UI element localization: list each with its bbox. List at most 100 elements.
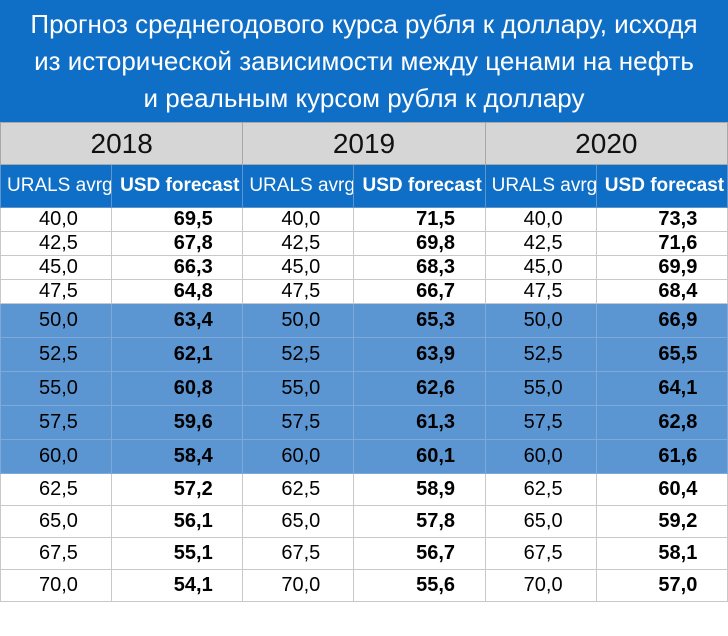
cell-usd-forecast: 58,4	[111, 439, 244, 474]
cell-urals: 55,0	[0, 371, 113, 406]
table-row: 52,5 62,1 52,5 63,9 52,5 65,5	[0, 337, 728, 372]
table-row: 65,0 56,1 65,0 57,8 65,0 59,2	[0, 505, 728, 538]
cell-urals: 55,0	[242, 371, 355, 406]
year-2020: 2020	[484, 122, 728, 165]
cell-usd-forecast: 55,6	[353, 569, 486, 602]
cell-urals: 62,5	[484, 473, 597, 506]
table-row: 42,5 67,8 42,5 69,8 42,5 71,6	[0, 231, 728, 256]
column-header-urals: URALS avrg	[484, 164, 597, 208]
table-row: 45,0 66,3 45,0 68,3 45,0 69,9	[0, 255, 728, 280]
cell-usd-forecast: 69,9	[595, 255, 728, 280]
cell-urals: 47,5	[242, 279, 355, 304]
cell-usd-forecast: 59,6	[111, 405, 244, 440]
cell-usd-forecast: 54,1	[111, 569, 244, 602]
cell-usd-forecast: 65,3	[353, 303, 486, 338]
cell-urals: 40,0	[0, 207, 113, 232]
cell-usd-forecast: 57,8	[353, 505, 486, 538]
cell-urals: 40,0	[484, 207, 597, 232]
cell-usd-forecast: 71,6	[595, 231, 728, 256]
cell-urals: 45,0	[484, 255, 597, 280]
cell-urals: 60,0	[0, 439, 113, 474]
cell-usd-forecast: 65,5	[595, 337, 728, 372]
page-title: Прогноз среднегодового курса рубля к дол…	[0, 0, 728, 122]
title-line-2: из исторической зависимости между ценами…	[34, 46, 694, 76]
cell-usd-forecast: 73,3	[595, 207, 728, 232]
cell-urals: 70,0	[484, 569, 597, 602]
cell-urals: 57,5	[0, 405, 113, 440]
cell-urals: 65,0	[0, 505, 113, 538]
year-2018: 2018	[0, 122, 244, 165]
cell-usd-forecast: 60,4	[595, 473, 728, 506]
cell-usd-forecast: 68,3	[353, 255, 486, 280]
cell-usd-forecast: 67,8	[111, 231, 244, 256]
forecast-table: 2018 2019 2020 URALS avrg USD forecast U…	[0, 122, 728, 602]
cell-urals: 67,5	[0, 537, 113, 570]
cell-urals: 60,0	[484, 439, 597, 474]
cell-urals: 42,5	[242, 231, 355, 256]
column-header-urals: URALS avrg	[0, 164, 113, 208]
cell-usd-forecast: 56,1	[111, 505, 244, 538]
table-row: 67,5 55,1 67,5 56,7 67,5 58,1	[0, 537, 728, 570]
cell-usd-forecast: 55,1	[111, 537, 244, 570]
year-header-row: 2018 2019 2020	[0, 122, 728, 165]
cell-urals: 62,5	[242, 473, 355, 506]
cell-usd-forecast: 66,7	[353, 279, 486, 304]
cell-usd-forecast: 57,2	[111, 473, 244, 506]
cell-usd-forecast: 57,0	[595, 569, 728, 602]
cell-usd-forecast: 71,5	[353, 207, 486, 232]
cell-usd-forecast: 64,1	[595, 371, 728, 406]
cell-usd-forecast: 56,7	[353, 537, 486, 570]
cell-urals: 45,0	[242, 255, 355, 280]
column-header-usd: USD forecast	[111, 164, 244, 208]
cell-urals: 57,5	[484, 405, 597, 440]
cell-urals: 65,0	[484, 505, 597, 538]
cell-urals: 42,5	[0, 231, 113, 256]
cell-usd-forecast: 60,8	[111, 371, 244, 406]
cell-urals: 50,0	[484, 303, 597, 338]
cell-usd-forecast: 62,8	[595, 405, 728, 440]
cell-urals: 67,5	[484, 537, 597, 570]
table-row: 60,0 58,4 60,0 60,1 60,0 61,6	[0, 439, 728, 474]
cell-urals: 62,5	[0, 473, 113, 506]
cell-usd-forecast: 58,9	[353, 473, 486, 506]
cell-usd-forecast: 62,1	[111, 337, 244, 372]
cell-urals: 40,0	[242, 207, 355, 232]
cell-usd-forecast: 61,3	[353, 405, 486, 440]
table-row: 40,0 69,5 40,0 71,5 40,0 73,3	[0, 207, 728, 232]
cell-usd-forecast: 61,6	[595, 439, 728, 474]
cell-usd-forecast: 59,2	[595, 505, 728, 538]
table-row: 50,0 63,4 50,0 65,3 50,0 66,9	[0, 303, 728, 338]
cell-urals: 70,0	[242, 569, 355, 602]
table-row: 70,0 54,1 70,0 55,6 70,0 57,0	[0, 569, 728, 602]
table-body: 40,0 69,5 40,0 71,5 40,0 73,3 42,5 67,8 42,5 69,8…	[0, 207, 728, 602]
table-row: 55,0 60,8 55,0 62,6 55,0 64,1	[0, 371, 728, 406]
cell-urals: 42,5	[484, 231, 597, 256]
table-row: 47,5 64,8 47,5 66,7 47,5 68,4	[0, 279, 728, 304]
column-header-usd: USD forecast	[595, 164, 728, 208]
cell-usd-forecast: 63,4	[111, 303, 244, 338]
cell-usd-forecast: 58,1	[595, 537, 728, 570]
title-line-3: и реальным курсом рубля к доллару	[143, 83, 585, 113]
cell-usd-forecast: 64,8	[111, 279, 244, 304]
cell-usd-forecast: 69,8	[353, 231, 486, 256]
column-header-row: URALS avrg USD forecast URALS avrg USD f…	[0, 164, 728, 208]
cell-urals: 52,5	[0, 337, 113, 372]
cell-urals: 45,0	[0, 255, 113, 280]
cell-urals: 52,5	[242, 337, 355, 372]
cell-urals: 67,5	[242, 537, 355, 570]
cell-usd-forecast: 60,1	[353, 439, 486, 474]
year-2019: 2019	[242, 122, 486, 165]
cell-urals: 70,0	[0, 569, 113, 602]
title-line-1: Прогноз среднегодового курса рубля к дол…	[30, 9, 698, 39]
cell-usd-forecast: 66,3	[111, 255, 244, 280]
cell-urals: 60,0	[242, 439, 355, 474]
cell-usd-forecast: 63,9	[353, 337, 486, 372]
table-row: 62,5 57,2 62,5 58,9 62,5 60,4	[0, 473, 728, 506]
cell-urals: 50,0	[0, 303, 113, 338]
cell-urals: 52,5	[484, 337, 597, 372]
cell-usd-forecast: 66,9	[595, 303, 728, 338]
table-row: 57,5 59,6 57,5 61,3 57,5 62,8	[0, 405, 728, 440]
column-header-usd: USD forecast	[353, 164, 486, 208]
cell-urals: 50,0	[242, 303, 355, 338]
cell-usd-forecast: 69,5	[111, 207, 244, 232]
